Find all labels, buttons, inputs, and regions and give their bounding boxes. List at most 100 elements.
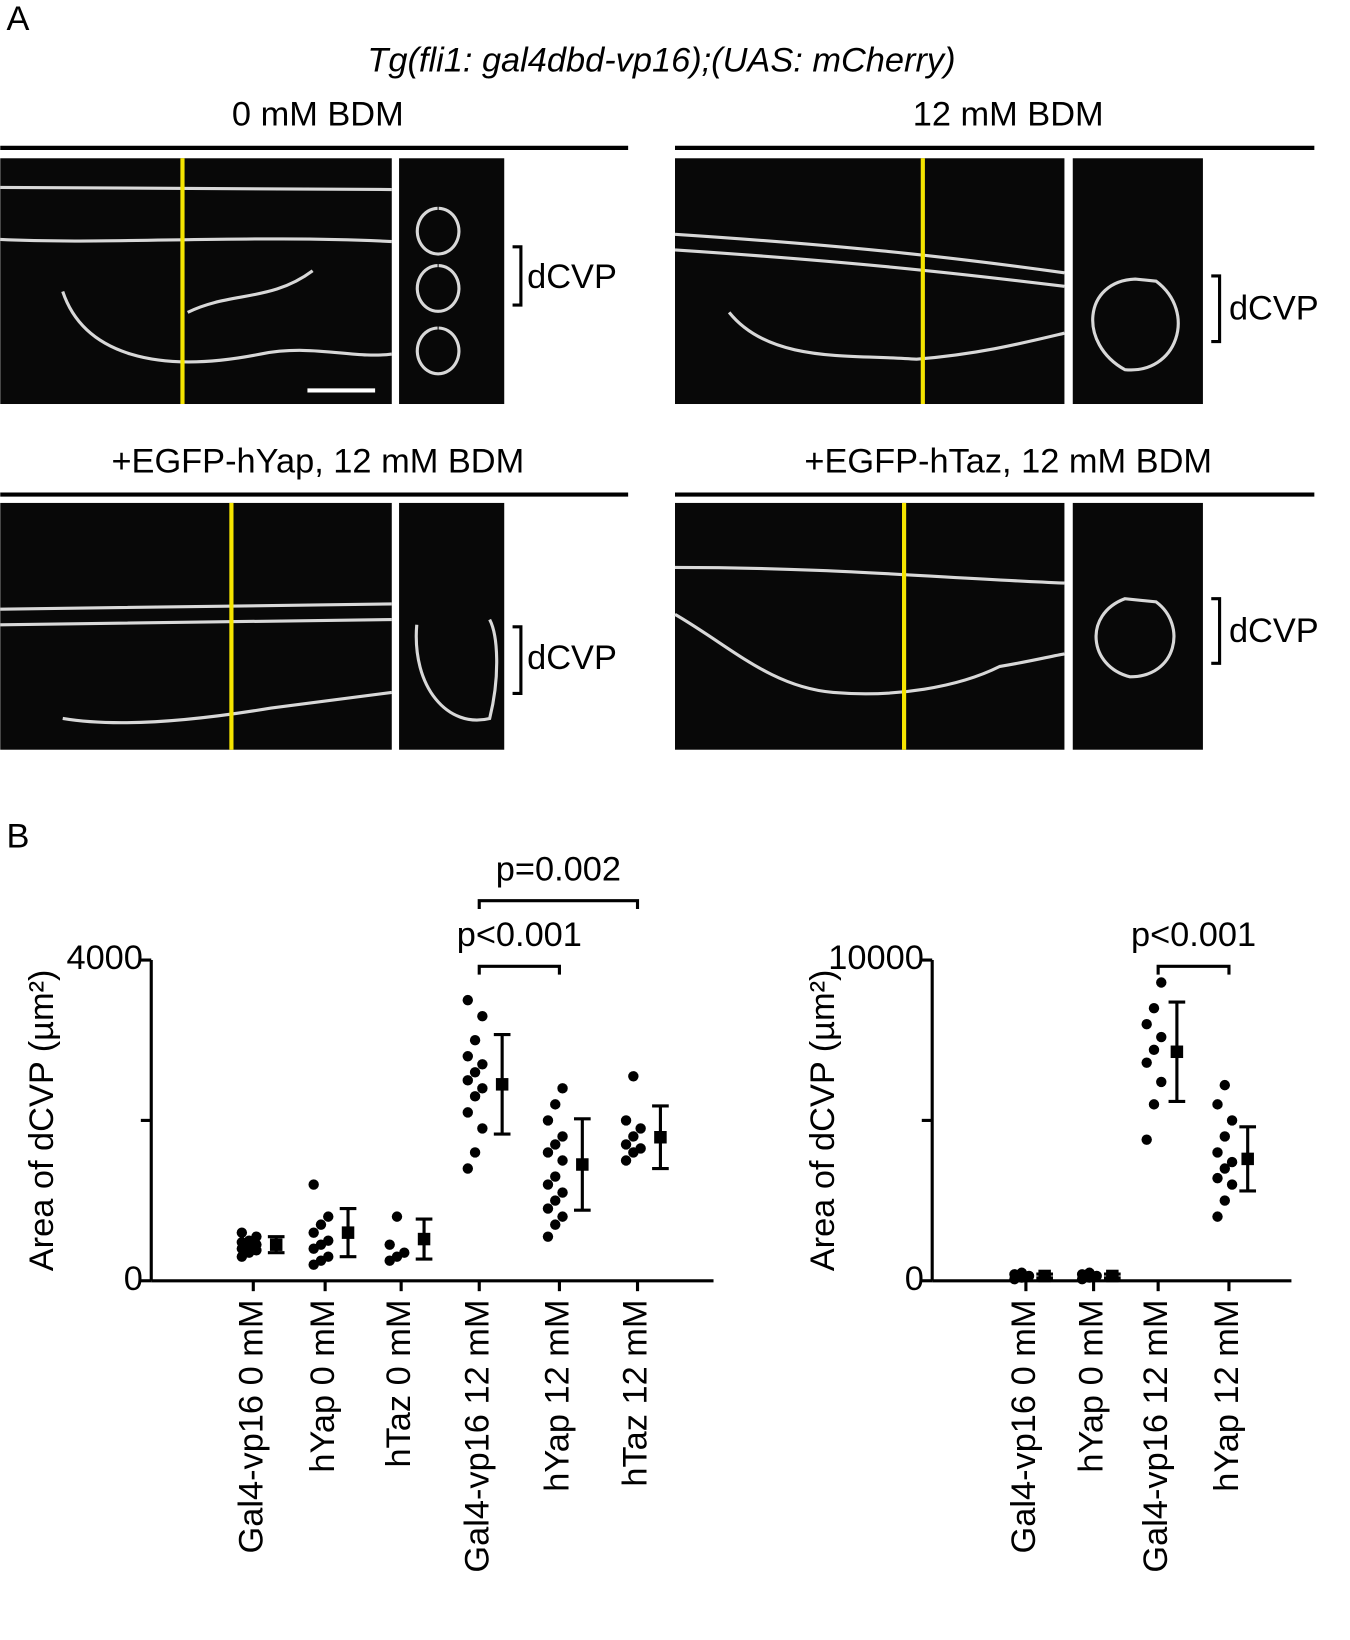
micrograph (675, 158, 1065, 405)
panel-label: A (7, 0, 30, 38)
bracket (1211, 597, 1222, 665)
data-point (628, 1071, 639, 1082)
data-point (550, 1139, 561, 1150)
mean-marker (1241, 1152, 1254, 1166)
data-point (1141, 1018, 1152, 1030)
mean-marker (1106, 1269, 1119, 1283)
data-point (557, 1211, 568, 1222)
vessels (414, 618, 499, 722)
data-point (1148, 1002, 1160, 1014)
x-tick-label: hYap 0 mM (1073, 1300, 1111, 1473)
data-point (635, 1143, 646, 1154)
data-point (542, 1115, 554, 1126)
data-point (469, 1147, 481, 1158)
y-tick-label: 10000 (828, 939, 924, 977)
data-point (1148, 1044, 1160, 1056)
data-point (477, 1059, 488, 1070)
bracket (512, 625, 523, 696)
data-point (1212, 1211, 1223, 1222)
vessels (674, 565, 1065, 696)
vessels (0, 185, 392, 364)
data-point (620, 1155, 632, 1166)
x-tick-label: Gal4-vp16 12 mM (458, 1300, 496, 1573)
mean-marker (1038, 1269, 1051, 1283)
y-tick-label: 0 (905, 1260, 924, 1298)
data-point (251, 1231, 262, 1242)
p-value: p=0.002 (496, 851, 621, 889)
vessels (674, 232, 1065, 361)
mean-marker (654, 1130, 667, 1144)
y-tick-label: 0 (124, 1260, 143, 1298)
data-point (477, 1123, 488, 1134)
data-point (308, 1227, 319, 1238)
p-value: p<0.001 (1131, 916, 1256, 954)
data-point (557, 1131, 568, 1142)
data-point (635, 1123, 646, 1134)
mean-marker (269, 1238, 283, 1251)
data-point (462, 1075, 473, 1086)
significance-bracket (1156, 964, 1231, 975)
data-point (323, 1211, 334, 1222)
x-tick-label: hYap 12 mM (538, 1300, 576, 1492)
data-point (550, 1099, 561, 1110)
x-tick-label: hTaz 0 mM (380, 1300, 418, 1468)
data-point (620, 1115, 632, 1126)
significance-bracket (477, 899, 640, 910)
bracket (1211, 274, 1222, 344)
data-point (550, 1195, 561, 1206)
data-point (469, 1067, 481, 1078)
data-point (1212, 1172, 1223, 1184)
mean-marker (417, 1232, 431, 1246)
data-point (391, 1211, 403, 1222)
y-axis-label: Area of dCVP (µm²) (804, 970, 842, 1272)
panel-label: B (7, 817, 30, 855)
data-point (620, 1139, 632, 1150)
data-point (462, 1107, 473, 1118)
data-point (1148, 1099, 1160, 1110)
data-point (1226, 1156, 1238, 1168)
data-point (542, 1179, 554, 1190)
data-point (1212, 1099, 1223, 1110)
data-point (1219, 1131, 1230, 1142)
x-tick-label: hYap 0 mM (304, 1300, 342, 1473)
data-point (542, 1231, 554, 1242)
data-point (1226, 1115, 1238, 1126)
cross-section (1072, 502, 1203, 750)
data-point (469, 1035, 481, 1046)
data-point (462, 994, 473, 1006)
mean-marker (495, 1078, 509, 1091)
data-point (1156, 1076, 1167, 1088)
data-point (542, 1203, 554, 1214)
bracket-label: dCVP (1229, 612, 1319, 650)
vessels (0, 602, 392, 725)
data-point (1219, 1079, 1230, 1091)
data-point (550, 1219, 561, 1230)
micrograph (675, 502, 1065, 750)
data-point (462, 1163, 473, 1174)
data-point (323, 1235, 334, 1246)
data-point (469, 1091, 481, 1102)
data-point (557, 1083, 568, 1094)
panel-title: Tg(fli1: gal4dbd-vp16);(UAS: mCherry) (367, 42, 955, 80)
data-point (1156, 977, 1167, 988)
vessels (1091, 277, 1180, 372)
data-point (399, 1247, 410, 1258)
data-point (315, 1219, 327, 1230)
x-tick-label: Gal4-vp16 12 mM (1137, 1300, 1175, 1573)
bracket-label: dCVP (527, 639, 617, 677)
mean-marker (576, 1158, 589, 1171)
data-point (1016, 1267, 1027, 1278)
micrograph (0, 502, 392, 750)
data-point (236, 1227, 248, 1238)
bracket-label: dCVP (527, 258, 617, 296)
data-point (477, 1010, 488, 1022)
cross-section (1072, 158, 1203, 405)
data-point (462, 1051, 473, 1062)
data-point (1219, 1163, 1230, 1174)
data-point (1156, 1031, 1167, 1043)
data-point (542, 1147, 554, 1158)
p-value: p<0.001 (457, 916, 582, 954)
micrograph (0, 158, 392, 405)
data-point (1226, 1179, 1238, 1190)
